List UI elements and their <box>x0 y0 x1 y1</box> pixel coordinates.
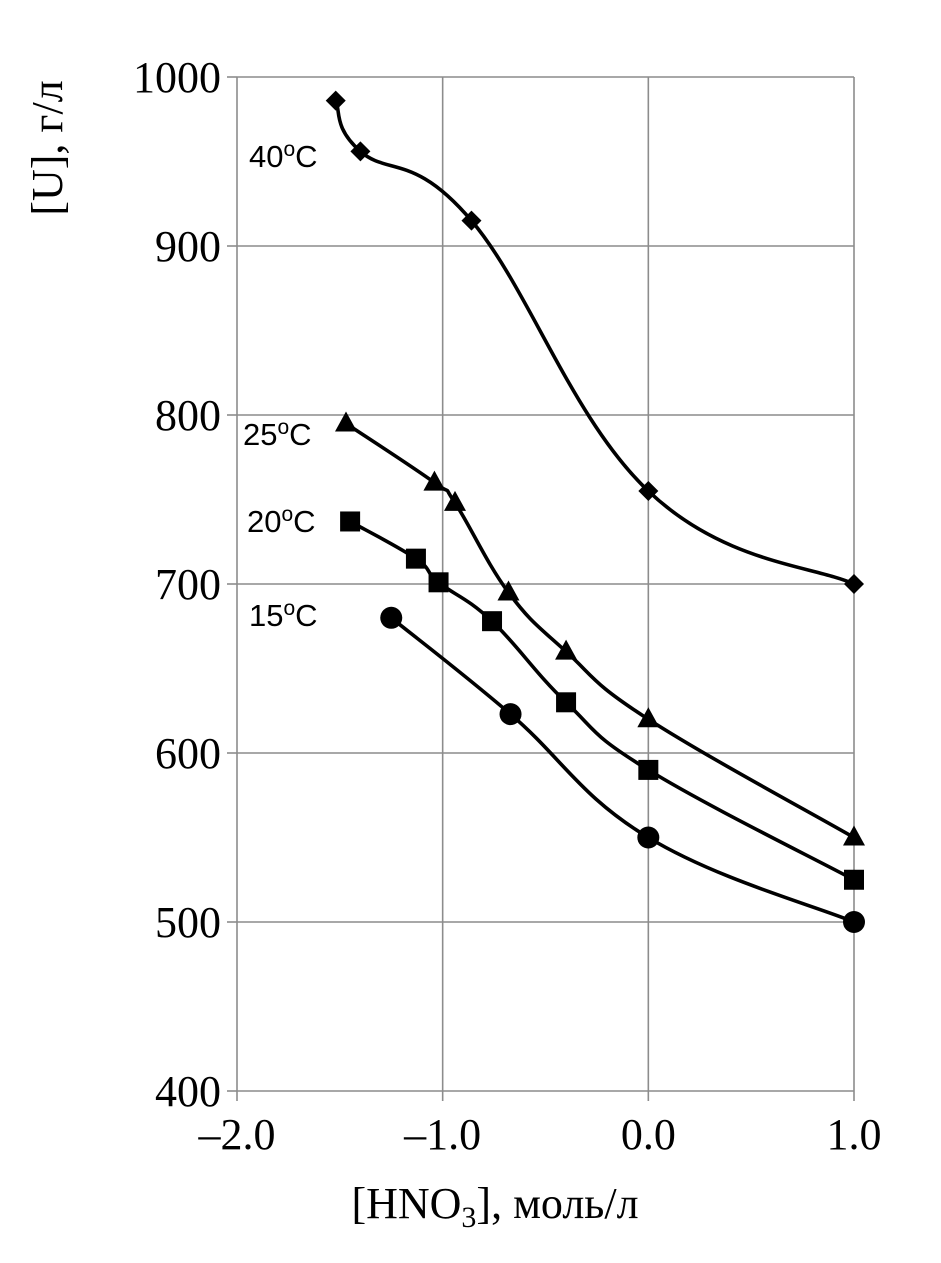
series-label-number: 25 <box>243 417 277 452</box>
x-axis-title-post: ], моль/л <box>476 1179 638 1228</box>
series-label-degree: o <box>281 503 293 526</box>
y-tick-label: 400 <box>155 1067 221 1116</box>
series-line-square <box>348 519 856 882</box>
series-label-degree: o <box>283 597 295 620</box>
series-label-circle: 15oC <box>249 597 318 633</box>
series-label-unit: C <box>295 598 317 633</box>
x-tick-label: 1.0 <box>827 1110 882 1159</box>
data-point-circle <box>637 826 660 849</box>
series-label-triangle: 25oC <box>243 416 312 452</box>
series-label-unit: C <box>293 504 315 539</box>
data-point-square <box>556 692 577 713</box>
x-axis-title-pre: [HNO <box>351 1179 461 1228</box>
data-point-triangle <box>335 411 358 432</box>
tick-labels: 400 500 600 700 800 900 1000 –2.0 –1.0 0.0 1.0 <box>133 53 882 1159</box>
y-tick-label: 900 <box>155 222 221 271</box>
series-label-number: 20 <box>247 504 281 539</box>
data-point-square <box>638 759 659 780</box>
series-label-degree: o <box>283 138 295 161</box>
data-point-triangle <box>843 825 865 846</box>
data-point-diamond <box>325 90 346 111</box>
grid <box>227 76 855 1101</box>
series-label-degree: o <box>277 416 289 439</box>
y-tick-label: 1000 <box>133 53 221 102</box>
data-point-square <box>405 548 426 569</box>
data-point-circle <box>843 911 865 933</box>
data-point-triangle <box>555 639 578 660</box>
series-label-diamond: 40oC <box>249 138 318 174</box>
series-label-number: 40 <box>249 139 283 174</box>
series-label-unit: C <box>295 139 317 174</box>
series-label-unit: C <box>289 417 311 452</box>
y-tick-label: 600 <box>155 729 221 778</box>
y-axis-title: [U], г/л <box>23 80 72 215</box>
x-tick-label: 0.0 <box>621 1110 676 1159</box>
series-label-square: 20oC <box>247 503 316 539</box>
x-axis-title-sub: 3 <box>461 1201 476 1234</box>
data-point-square <box>340 511 361 532</box>
data-point-diamond <box>844 574 864 594</box>
series-line-diamond <box>333 98 856 586</box>
series-markers <box>325 90 865 933</box>
data-point-triangle <box>637 707 660 728</box>
x-tick-label: –2.0 <box>198 1110 276 1159</box>
data-point-circle <box>499 703 522 726</box>
x-tick-label: –1.0 <box>403 1110 481 1159</box>
series-label-number: 15 <box>249 598 283 633</box>
y-tick-label: 700 <box>155 560 221 609</box>
data-point-diamond <box>638 481 659 502</box>
y-tick-label: 500 <box>155 898 221 947</box>
y-tick-label: 800 <box>155 391 221 440</box>
x-axis-title: [HNO3], моль/л <box>351 1179 638 1234</box>
data-point-triangle <box>444 490 467 511</box>
data-point-triangle <box>423 470 446 491</box>
data-point-square <box>844 869 864 890</box>
data-point-circle <box>380 606 403 629</box>
data-point-square <box>482 611 503 632</box>
series-line-triangle <box>344 421 856 840</box>
data-point-square <box>428 572 449 593</box>
series-curves <box>333 98 856 924</box>
data-point-diamond <box>461 210 482 231</box>
series-line-circle <box>389 616 856 924</box>
data-point-diamond <box>350 141 371 162</box>
data-point-triangle <box>497 580 520 601</box>
